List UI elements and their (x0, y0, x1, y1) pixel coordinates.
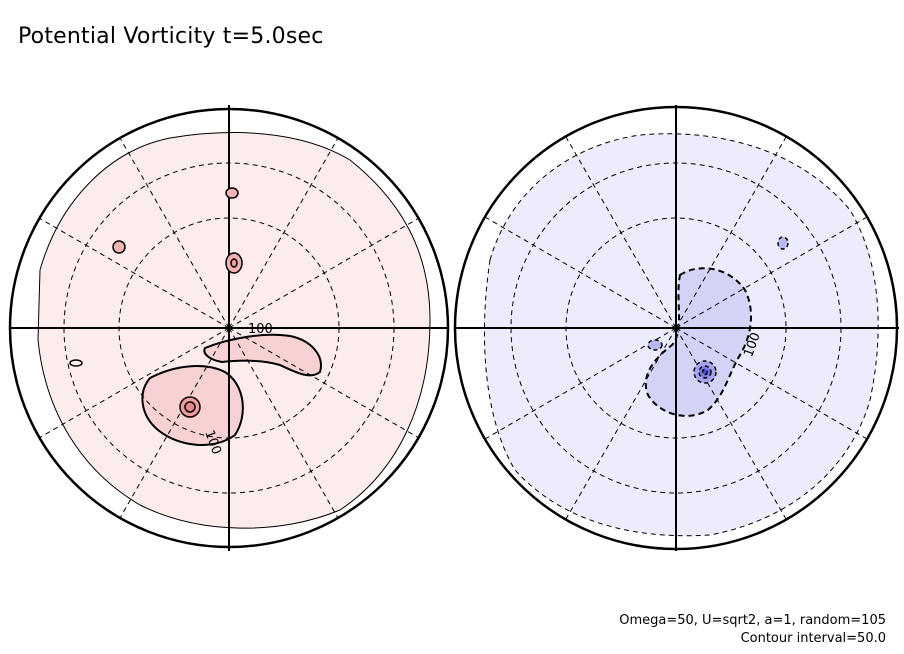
right-hemisphere: 100 (453, 105, 899, 551)
left-outer-ring (8, 107, 450, 549)
right-outer-ring (453, 105, 899, 551)
left-contour-label-1: 100 (248, 322, 273, 337)
left-vortex-spots (69, 187, 243, 418)
left-arm-region (203, 333, 322, 377)
parameters-caption: Omega=50, U=sqrt2, a=1, random=105 (619, 613, 886, 628)
right-core-region (644, 267, 752, 417)
right-vortex-spots (647, 236, 789, 384)
plot-title: Potential Vorticity t=5.0sec (18, 24, 324, 49)
left-hemisphere: 100 100 (8, 105, 450, 551)
left-fill-region (37, 132, 431, 529)
contour-interval-caption: Contour interval=50.0 (740, 631, 886, 646)
